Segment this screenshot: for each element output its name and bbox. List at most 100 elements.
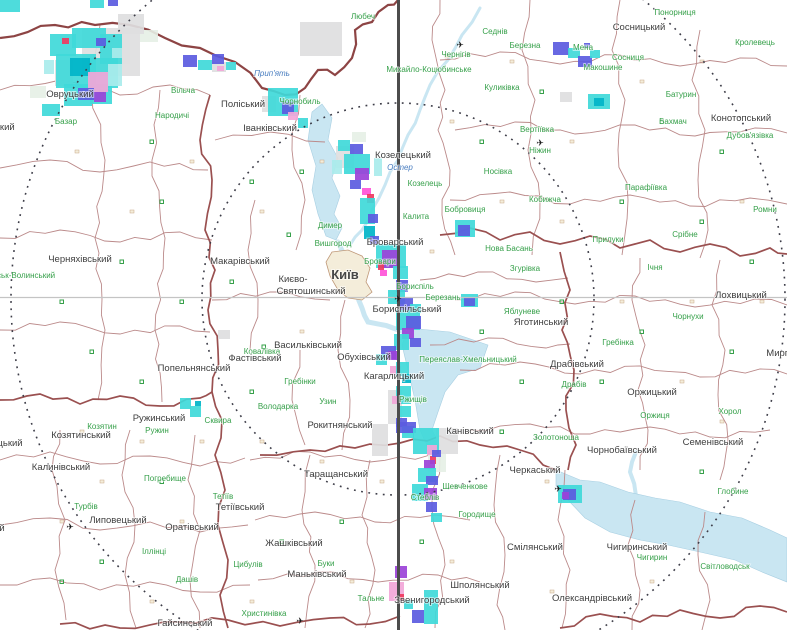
radar-echo-cell — [368, 214, 378, 223]
radar-echo-cell — [432, 450, 441, 457]
radar-echo-cell — [190, 406, 201, 417]
airport-icon: ✈ — [554, 485, 562, 495]
town-dot — [544, 479, 550, 484]
district-label: Оржицький — [627, 387, 677, 398]
town-dot — [79, 429, 85, 434]
oblast-border — [211, 391, 229, 629]
district-label: Драбівський — [550, 359, 604, 370]
river-label: Прип'ять — [254, 69, 290, 78]
settlement-label: Понорниця — [654, 8, 695, 17]
village-marker — [699, 469, 704, 474]
oblast-border — [439, 227, 787, 257]
district-label: Яготинський — [514, 317, 569, 328]
outer-range-ring — [10, 0, 786, 630]
kyiv-city-label: Київ — [331, 267, 359, 282]
raion-border — [214, 131, 326, 143]
radar-echo-cell — [195, 401, 201, 406]
town-dot — [499, 199, 505, 204]
water-body — [555, 469, 787, 583]
settlement-label: Вільча — [171, 86, 196, 95]
radar-echo-cell — [404, 600, 413, 609]
oblast-border — [199, 94, 220, 393]
radar-echo-cell — [50, 34, 76, 56]
village-marker — [419, 539, 424, 544]
oblast-border — [227, 615, 401, 627]
settlement-label: Глобине — [717, 487, 749, 496]
raion-border — [449, 191, 787, 207]
settlement-label: Драбів — [562, 380, 587, 389]
town-dot — [149, 599, 155, 604]
town-dot — [319, 159, 325, 164]
district-label: Чигиринський — [607, 542, 668, 553]
settlement-label: Тальне — [358, 594, 385, 603]
raion-border — [0, 229, 213, 243]
settlement-label: Стеблів — [411, 493, 440, 502]
radar-echo-weak — [352, 132, 366, 142]
raion-border — [257, 571, 481, 583]
settlement-label: Бориспіль — [396, 282, 434, 291]
raion-border — [0, 517, 249, 533]
radar-echo-cell — [78, 88, 94, 100]
radar-echo-cell — [464, 297, 475, 306]
raion-border — [627, 499, 641, 630]
raion-border — [631, 257, 649, 471]
raion-border — [247, 199, 259, 351]
settlement-label: Козелець — [408, 179, 443, 188]
village-marker — [179, 299, 184, 304]
town-dot — [319, 459, 325, 464]
state-border — [0, 0, 399, 97]
district-label: Бориспільський — [372, 304, 441, 315]
settlement-label: Михайло-Коцюбинське — [386, 65, 472, 74]
radar-echo-cell — [400, 298, 413, 313]
town-dot — [199, 439, 205, 444]
river-label: Остер — [387, 163, 413, 172]
settlement-label: Чорнобиль — [280, 97, 321, 106]
settlement-label: Козятин — [87, 422, 117, 431]
raion-border — [361, 459, 376, 629]
district-label: Калинівський — [32, 462, 90, 473]
radar-echo-cell — [396, 422, 416, 433]
raion-border — [521, 0, 541, 256]
town-dot — [59, 519, 65, 524]
radar-echo-cell — [62, 38, 69, 44]
settlement-label: Турбів — [74, 502, 97, 511]
radar-echo-clutter — [372, 424, 388, 456]
district-label: Макарівський — [210, 256, 270, 267]
district-label: Жашківський — [265, 538, 322, 549]
district-label: Обухівський — [337, 352, 391, 363]
district-label: Оратівський — [165, 522, 219, 533]
settlement-label: Бобровиця — [445, 205, 486, 214]
settlement-label: Ржищів — [399, 395, 427, 404]
district-label: Чорнобаївський — [587, 445, 657, 456]
district-label: Хмільницький — [0, 438, 23, 449]
settlement-label: Володарка — [258, 402, 299, 411]
village-marker — [619, 199, 624, 204]
settlement-label: Буки — [317, 559, 334, 568]
radar-echo-cell — [350, 180, 361, 189]
town-dot — [129, 209, 135, 214]
district-label: Сосницький — [613, 22, 666, 33]
district-label: Таращанський — [304, 469, 368, 480]
settlement-label: Ружин — [145, 426, 169, 435]
radar-echo-cell — [217, 66, 224, 71]
radar-echo-cell — [96, 38, 106, 46]
radar-echo-cell — [198, 60, 212, 70]
village-marker — [99, 559, 104, 564]
raion-border — [291, 94, 306, 251]
district-label: Поліський — [221, 99, 265, 110]
settlement-label: Батурин — [666, 90, 697, 99]
radar-echo-cell — [212, 54, 224, 64]
settlement-label: Любеч — [351, 12, 375, 21]
raion-border — [469, 423, 771, 439]
settlement-label: Вишгород — [315, 239, 352, 248]
settlement-label: Березна — [510, 41, 542, 50]
town-dot — [449, 119, 455, 124]
airport-icon: ✈ — [456, 41, 464, 51]
town-dot — [719, 419, 725, 424]
district-label: Іванківський — [243, 123, 297, 134]
settlement-label: Переяслав-Хмельницький — [419, 355, 516, 364]
radar-echo-cell — [180, 398, 191, 409]
radar-echo-cell — [398, 594, 404, 600]
radar-echo-cell — [393, 266, 408, 279]
radar-echo-cell — [424, 590, 438, 624]
